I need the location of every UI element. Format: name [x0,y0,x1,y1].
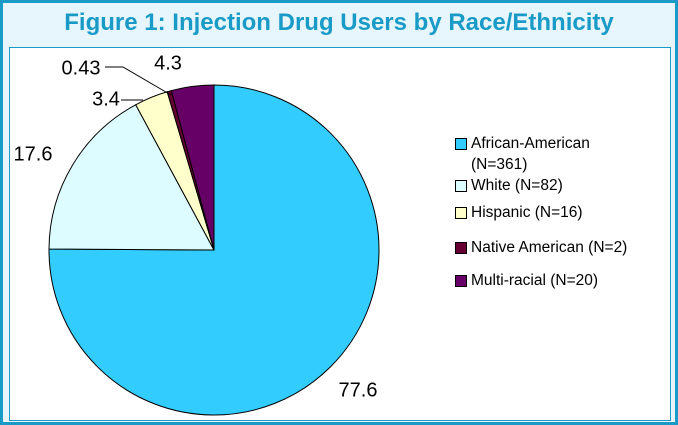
pie-slice [48,104,215,251]
chart-title: Figure 1: Injection Drug Users by Race/E… [64,9,614,36]
legend-item: Hispanic (N=16) [455,202,636,223]
data-label: 4.3 [154,52,182,74]
data-label: 3.4 [92,88,120,110]
legend-label: Hispanic (N=16) [471,204,583,221]
legend-swatch [455,275,467,287]
legend-item: African-American (N=361) [455,133,636,175]
legend-item: Native American (N=2) [455,237,636,258]
legend-item: Multi-racial (N=20) [455,270,636,291]
leader-line [105,66,172,96]
pie-slice [48,84,380,416]
legend-label: Native American (N=2) [471,239,628,256]
data-label: 0.43 [62,57,101,79]
legend-item: White (N=82) [455,175,636,196]
legend-label: White (N=82) [471,177,563,194]
legend-label: Multi-racial (N=20) [471,272,599,289]
data-label: 17.6 [14,143,53,165]
legend-swatch [455,242,467,254]
data-label: 77.6 [339,379,378,401]
pie: 77.6 17.6 3.4 0.43 4.3 [14,52,380,416]
legend-swatch [455,207,467,219]
legend: African-American (N=361) White (N=82) Hisp… [455,133,635,291]
legend-label: African-American (N=361) [471,135,590,173]
pie-slice [170,84,215,251]
legend-swatch [455,180,467,192]
legend-swatch [455,138,467,150]
